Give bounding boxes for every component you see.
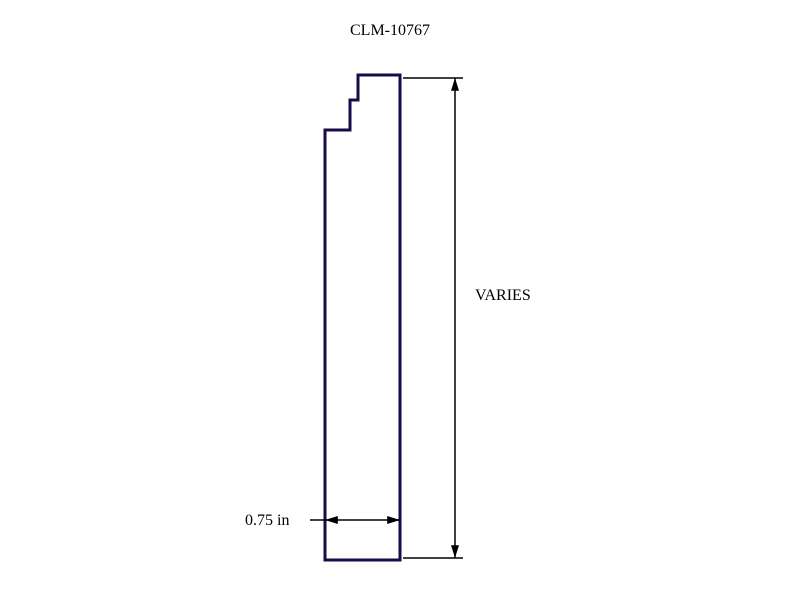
- profile-outline: [325, 75, 400, 560]
- height-arrow-top: [451, 78, 459, 91]
- height-label: VARIES: [475, 287, 531, 304]
- width-label: 0.75 in: [245, 512, 289, 529]
- width-arrow-right: [387, 516, 400, 524]
- drawing-title: CLM-10767: [350, 22, 430, 39]
- height-dimension: VARIES: [403, 78, 531, 558]
- height-arrow-bottom: [451, 545, 459, 558]
- width-arrow-left: [325, 516, 338, 524]
- width-dimension: 0.75 in: [245, 512, 400, 529]
